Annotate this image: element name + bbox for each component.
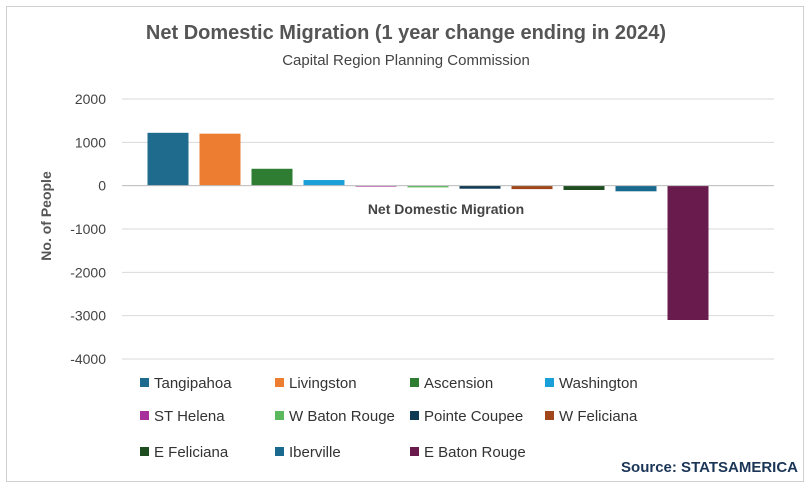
legend-swatch xyxy=(275,447,284,456)
legend-swatch xyxy=(140,447,149,456)
y-tick-label: -3000 xyxy=(70,308,106,324)
legend-swatch xyxy=(275,411,284,420)
legend-item: E Baton Rouge xyxy=(410,444,526,461)
bar-tangipahoa xyxy=(147,132,189,186)
bar-iberville xyxy=(615,185,657,192)
legend-swatch xyxy=(140,411,149,420)
legend-label: E Baton Rouge xyxy=(424,444,526,461)
legend-swatch xyxy=(140,378,149,387)
bar-washington xyxy=(303,180,345,186)
legend-label: W Feliciana xyxy=(559,408,638,425)
category-label: Net Domestic Migration xyxy=(368,201,524,217)
bar-pointe-coupee xyxy=(459,185,501,189)
y-tick-label: 1000 xyxy=(75,134,106,150)
y-tick-label: -4000 xyxy=(70,351,106,367)
legend-item: W Feliciana xyxy=(545,408,638,425)
bar-w-baton-rouge xyxy=(407,185,449,188)
bar-e-feliciana xyxy=(563,185,605,190)
legend-swatch xyxy=(410,447,419,456)
gridlines xyxy=(122,98,774,360)
legend-swatch xyxy=(410,378,419,387)
legend-label: E Feliciana xyxy=(154,444,229,461)
chart-subtitle: Capital Region Planning Commission xyxy=(282,52,530,69)
legend-label: Washington xyxy=(559,375,638,392)
y-tick-label: 0 xyxy=(98,178,106,194)
legend-label: ST Helena xyxy=(154,408,225,425)
bars xyxy=(122,132,774,320)
bar-e-baton-rouge xyxy=(667,185,709,320)
source-note: Source: STATSAMERICA xyxy=(621,459,798,476)
legend-swatch xyxy=(545,411,554,420)
legend-item: Iberville xyxy=(275,444,341,461)
legend-item: Pointe Coupee xyxy=(410,408,523,425)
legend-item: Livingston xyxy=(275,375,357,392)
legend-item: W Baton Rouge xyxy=(275,408,395,425)
chart-frame xyxy=(6,6,804,482)
bar-w-feliciana xyxy=(511,185,553,190)
y-axis-label: No. of People xyxy=(38,171,54,261)
legend-item: E Feliciana xyxy=(140,444,229,461)
bar-ascension xyxy=(251,168,293,186)
y-tick-label: 2000 xyxy=(75,91,106,107)
bar-livingston xyxy=(199,133,241,186)
legend-item: Washington xyxy=(545,375,638,392)
chart-title: Net Domestic Migration (1 year change en… xyxy=(145,22,667,44)
legend-swatch xyxy=(275,378,284,387)
legend-swatch xyxy=(410,411,419,420)
y-tick-label: -1000 xyxy=(70,221,106,237)
y-tick-label: -2000 xyxy=(70,264,106,280)
legend-swatch xyxy=(545,378,554,387)
legend-label: W Baton Rouge xyxy=(289,408,395,425)
legend-label: Tangipahoa xyxy=(154,375,232,392)
legend-label: Livingston xyxy=(289,375,357,392)
legend-item: ST Helena xyxy=(140,408,225,425)
legend: Tangipahoa Livingston Ascension Washington S… xyxy=(140,375,638,461)
legend-label: Pointe Coupee xyxy=(424,408,523,425)
y-tick-labels: 2000 1000 0 -1000 -2000 -3000 -4000 xyxy=(70,91,106,367)
legend-item: Tangipahoa xyxy=(140,375,232,392)
legend-item: Ascension xyxy=(410,375,493,392)
legend-label: Iberville xyxy=(289,444,341,461)
legend-label: Ascension xyxy=(424,375,493,392)
